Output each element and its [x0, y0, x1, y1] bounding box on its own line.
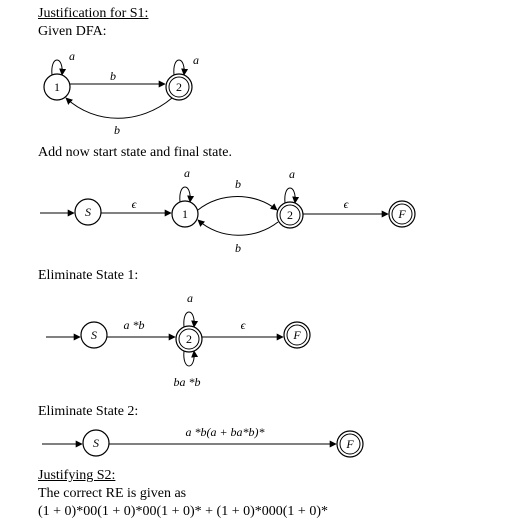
- dfa-loop-1: [51, 59, 67, 76]
- state-s-2: [74, 198, 102, 226]
- edge-2-1-aug: [197, 219, 279, 236]
- dfa-edge-2-1: [65, 97, 173, 119]
- dfa-edge-1-2-label: b: [110, 69, 116, 83]
- state-f-2-accept-ring: [391, 203, 413, 225]
- given-dfa-label: Given DFA:: [38, 24, 107, 39]
- dfa-state-1: [43, 73, 71, 101]
- state-2-3: [175, 325, 203, 353]
- loop-top-3-label: a: [187, 291, 193, 305]
- edge-s-2-3-label: a *b: [124, 318, 145, 332]
- dfa-state-2-label: 2: [176, 80, 182, 94]
- edge-s-f-4-label: a *b(a + ba*b)*: [185, 425, 264, 439]
- edge-s-1-label: ϵ: [132, 197, 138, 211]
- eliminate-state1-label: Eliminate State 1:: [38, 268, 139, 283]
- dfa-diagram: 1 2 a a b b: [43, 49, 199, 137]
- state-f-4-accept-ring: [339, 433, 361, 455]
- state-s-3: [80, 321, 108, 349]
- state-f-2-label: F: [397, 207, 406, 221]
- edge-2-f-label: ϵ: [344, 197, 350, 211]
- state-f-3: [283, 321, 311, 349]
- loop-bottom-3: [183, 350, 199, 367]
- heading-s2: Justifying S2:: [38, 468, 116, 483]
- loop-top-3: [183, 311, 199, 328]
- state-2-2-accept-ring: [279, 204, 301, 226]
- state-2-2: [276, 201, 304, 229]
- dfa-loop-1-label: a: [69, 49, 75, 63]
- state-1-2-label: 1: [182, 207, 188, 221]
- loop-1-2-label: a: [184, 166, 190, 180]
- eliminate-2-diagram: S a *b(a + ba*b)* F: [42, 425, 364, 458]
- state-f-3-accept-ring: [286, 324, 308, 346]
- edge-1-2-aug: [197, 196, 278, 211]
- state-s-4-label: S: [93, 436, 99, 450]
- edge-1-2-aug-label: b: [235, 177, 241, 191]
- loop-2-2: [284, 187, 300, 204]
- re-formula: (1 + 0)*00(1 + 0)*00(1 + 0)* + (1 + 0)*0…: [38, 504, 328, 519]
- state-2-2-label: 2: [287, 208, 293, 222]
- loop-1-2: [179, 186, 195, 203]
- edge-2-1-aug-label: b: [235, 241, 241, 255]
- augmented-diagram: S ϵ 1 a 2 a b b ϵ F: [40, 166, 416, 255]
- state-s-2-label: S: [85, 205, 91, 219]
- state-f-3-label: F: [292, 328, 301, 342]
- dfa-state-2: [165, 73, 193, 101]
- state-2-3-accept-ring: [178, 328, 200, 350]
- dfa-state-1-label: 1: [54, 80, 60, 94]
- loop-2-2-label: a: [289, 167, 295, 181]
- dfa-loop-2-label: a: [193, 53, 199, 67]
- dfa-loop-2: [173, 59, 189, 76]
- state-f-2: [388, 200, 416, 228]
- state-s-3-label: S: [91, 328, 97, 342]
- state-2-3-label: 2: [186, 332, 192, 346]
- eliminate-1-diagram: S a *b 2 a ba *b ϵ F: [46, 291, 311, 389]
- state-f-4: [336, 430, 364, 458]
- state-1-2: [171, 200, 199, 228]
- edge-2-f-3-label: ϵ: [241, 318, 247, 332]
- state-f-4-label: F: [345, 437, 354, 451]
- state-s-4: [82, 429, 110, 457]
- dfa-state-2-accept-ring: [168, 76, 190, 98]
- correct-re-label: The correct RE is given as: [38, 486, 187, 501]
- eliminate-state2-label: Eliminate State 2:: [38, 404, 139, 419]
- dfa-edge-2-1-label: b: [114, 123, 120, 137]
- loop-bottom-3-label: ba *b: [174, 375, 201, 389]
- add-start-final-label: Add now start state and final state.: [38, 145, 233, 160]
- heading-s1: Justification for S1:: [38, 6, 149, 21]
